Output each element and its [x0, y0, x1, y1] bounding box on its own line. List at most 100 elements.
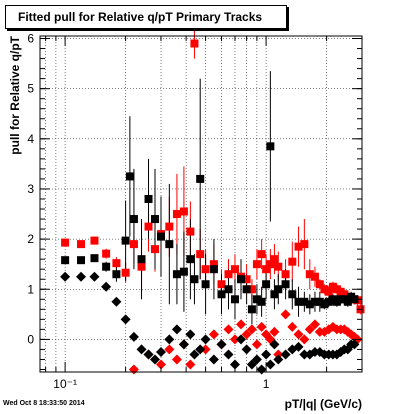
chart-title: Fitted pull for Relative q/pT Primary Tr…: [18, 10, 263, 24]
data-point: [324, 297, 333, 306]
data-point: [293, 341, 304, 352]
data-point: [128, 331, 139, 342]
data-point: [229, 359, 240, 370]
data-point: [129, 215, 138, 224]
data-point: [224, 285, 233, 294]
data-point: [288, 257, 297, 266]
data-point: [195, 344, 206, 355]
y-tick-label: 0: [27, 332, 34, 346]
data-point: [309, 319, 320, 330]
data-point: [261, 349, 272, 360]
data-point: [270, 255, 279, 264]
data-point: [242, 285, 251, 294]
data-point: [273, 354, 284, 365]
data-point: [112, 259, 121, 268]
data-point: [125, 172, 134, 181]
data-point: [128, 364, 139, 375]
data-point: [200, 334, 211, 345]
data-point: [172, 210, 181, 219]
data-point: [274, 285, 283, 294]
data-point: [186, 227, 195, 236]
data-point: [137, 255, 146, 264]
data-point: [281, 270, 290, 279]
y-tick-label: 2: [27, 232, 34, 246]
data-point: [60, 271, 71, 282]
data-point: [230, 265, 239, 274]
data-point: [299, 334, 310, 345]
data-point: [281, 280, 290, 289]
data-point: [90, 254, 99, 263]
data-point: [121, 268, 130, 277]
data-point: [185, 329, 196, 340]
data-point: [235, 319, 246, 330]
data-point: [274, 262, 283, 271]
data-point: [246, 324, 257, 335]
data-point: [90, 236, 99, 245]
data-point: [299, 349, 310, 360]
data-point: [149, 354, 160, 365]
data-point: [89, 271, 100, 282]
data-point: [349, 339, 360, 350]
data-point: [179, 267, 188, 276]
data-point: [200, 344, 211, 355]
data-point: [61, 238, 70, 247]
data-point: [266, 142, 275, 151]
data-point: [343, 297, 352, 306]
data-point: [156, 359, 167, 370]
data-point: [320, 300, 329, 309]
data-point: [112, 270, 121, 279]
data-point: [144, 222, 153, 231]
data-point: [229, 334, 240, 345]
data-point: [305, 270, 314, 279]
data-point: [265, 359, 276, 370]
data-point: [294, 242, 303, 251]
data-point: [320, 285, 329, 294]
y-tick-label: 6: [27, 32, 34, 46]
data-point: [252, 295, 261, 304]
data-point: [223, 324, 234, 335]
data-point: [300, 240, 309, 249]
data-point: [252, 260, 261, 269]
data-point: [165, 240, 174, 249]
data-point: [190, 275, 199, 284]
data-point: [129, 240, 138, 249]
data-point: [144, 194, 153, 203]
x-tick-label: 1: [263, 377, 270, 391]
data-point: [190, 39, 199, 48]
data-markers: [60, 39, 365, 375]
data-point: [310, 272, 319, 281]
data-point: [293, 329, 304, 340]
data-point: [217, 280, 226, 289]
data-point: [185, 359, 196, 370]
data-point: [143, 349, 154, 360]
y-axis-title: pull for Relative q/pT: [8, 35, 22, 154]
data-point: [262, 265, 271, 274]
data-point: [269, 326, 280, 337]
data-point: [186, 255, 195, 264]
x-tick-label: 10⁻¹: [53, 377, 77, 391]
data-point: [208, 329, 219, 340]
data-point: [273, 349, 284, 360]
data-point: [305, 300, 314, 309]
y-tick-label: 1: [27, 282, 34, 296]
chart-title-box: Fitted pull for Relative q/pT Primary Tr…: [5, 5, 287, 29]
data-point: [76, 271, 87, 282]
data-point: [270, 290, 279, 299]
data-point: [179, 207, 188, 216]
data-point: [201, 265, 210, 274]
data-point: [251, 339, 262, 350]
data-point: [350, 295, 359, 304]
data-point: [269, 339, 280, 350]
data-point: [189, 349, 200, 360]
data-point: [164, 344, 175, 355]
data-point: [102, 249, 111, 258]
plot-frame: [39, 35, 363, 373]
data-point: [223, 349, 234, 360]
timestamp: Wed Oct 8 18:33:50 2014: [3, 400, 85, 407]
data-point: [247, 305, 256, 314]
data-point: [137, 262, 146, 271]
data-point: [178, 339, 189, 350]
data-point: [315, 280, 324, 289]
data-point: [156, 346, 167, 357]
